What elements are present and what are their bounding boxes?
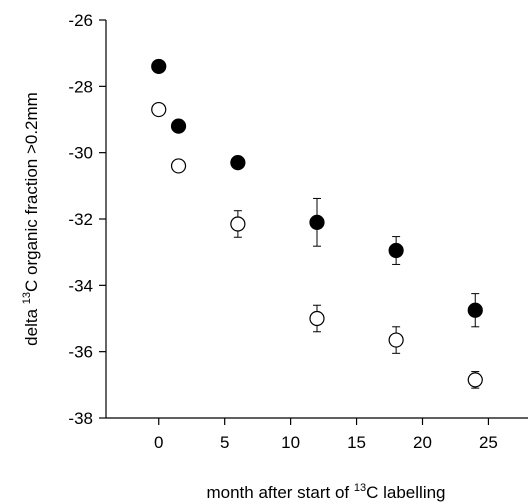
y-axis-title: delta 13C organic fraction >0.2mm [21,92,41,346]
x-tick-label: 5 [220,433,229,452]
filled-data-point [388,242,404,259]
filled-data-point [309,214,325,230]
y-tick-label: -30 [68,144,93,163]
y-tick-label: -28 [68,77,93,96]
open-data-point [309,310,325,327]
x-axis-title-superscript: 13 [354,482,366,494]
y-axis-title-part-2: C organic fraction >0.2mm [22,92,41,292]
series-2 [151,101,483,389]
y-tick-label: -34 [68,276,93,295]
y-tick-label: -36 [68,343,93,362]
x-axis-title-part-2: C labelling [366,483,445,502]
series-1 [151,58,483,328]
filled-data-point [170,118,187,134]
y-tick-label: -38 [68,409,93,428]
open-data-point [388,332,404,348]
x-tick-label: 25 [479,433,498,452]
open-data-point [230,216,246,232]
x-tick-label: 20 [413,433,432,452]
x-axis-ticks: 0 5 10 15 20 25 [154,418,498,452]
y-axis-title-part-1: delta [22,304,41,346]
x-axis-title: month after start of 13C labelling [206,482,445,502]
y-axis-title-superscript: 13 [21,292,33,304]
open-data-point [467,372,483,388]
filled-data-point [467,302,483,318]
x-tick-label: 15 [347,433,366,452]
filled-data-point [151,58,167,75]
y-tick-label: -32 [68,210,93,229]
filled-data-point [230,155,246,171]
x-tick-label: 10 [281,433,300,452]
open-data-point [170,158,187,174]
y-axis-ticks: -38 -36 -34 -32 -30 -28 -26 [68,11,106,428]
y-tick-label: -26 [68,11,93,30]
data-series [151,58,483,389]
x-axis-title-part-1: month after start of [206,483,353,502]
open-data-point [151,101,167,118]
x-tick-label: 0 [154,433,163,452]
